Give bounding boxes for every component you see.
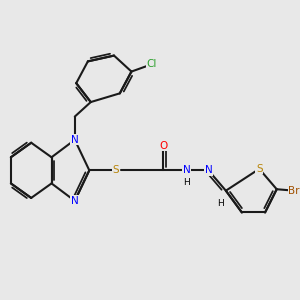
Text: N: N (183, 165, 190, 175)
Text: Br: Br (288, 186, 300, 196)
Text: N: N (205, 165, 212, 175)
Text: S: S (256, 164, 262, 174)
Text: N: N (71, 135, 79, 145)
Text: N: N (71, 196, 79, 206)
Text: Cl: Cl (147, 59, 157, 69)
Text: H: H (217, 199, 224, 208)
Text: S: S (112, 165, 119, 175)
Text: O: O (159, 141, 167, 151)
Text: H: H (183, 178, 190, 187)
